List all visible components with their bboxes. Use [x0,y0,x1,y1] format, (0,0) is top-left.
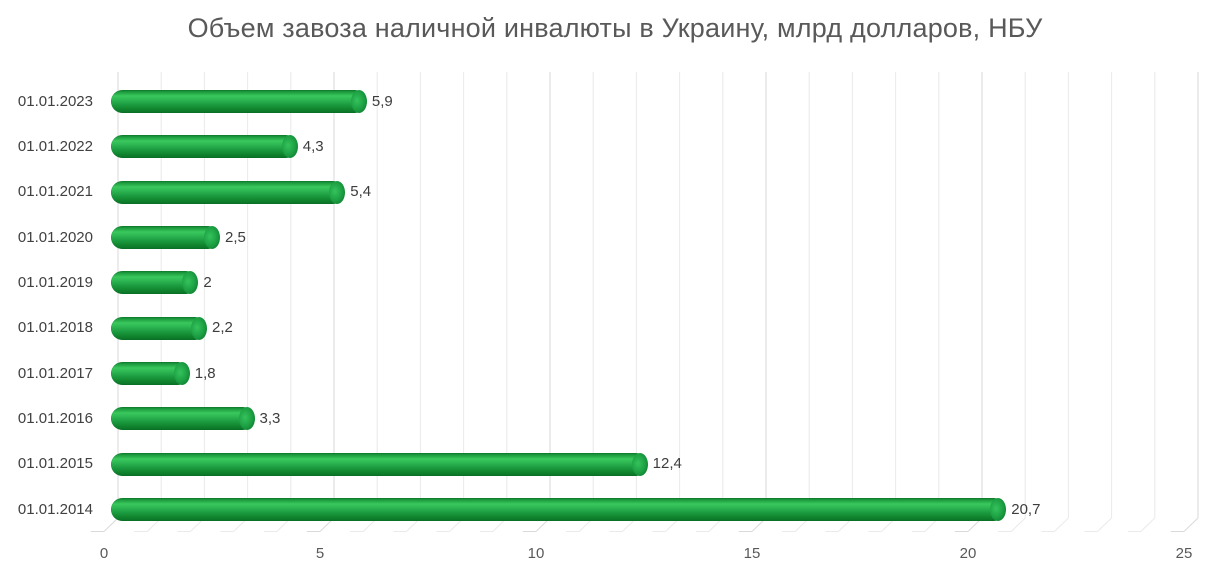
value-label: 5,9 [371,92,393,110]
category-label: 01.01.2020 [17,228,93,246]
gridline [1010,517,1026,532]
category-label: 01.01.2023 [17,92,93,110]
bar [111,90,367,113]
category-label: 01.01.2018 [17,319,93,337]
gridline [1054,517,1069,532]
x-tick-label: 20 [959,545,977,562]
value-label: 2 [203,273,212,291]
bar [111,135,298,159]
category-label: 01.01.2015 [17,455,93,473]
gridline [1140,517,1156,532]
bar [111,226,220,250]
bar [111,180,346,204]
bar [111,498,1007,522]
value-label: 2,2 [212,319,233,337]
category-label: 01.01.2016 [17,409,93,427]
value-label: 12,4 [652,455,682,473]
x-tick-label: 25 [1175,545,1193,562]
bar [111,362,190,386]
gridline [1183,517,1199,532]
gridline [1097,517,1112,532]
value-label: 5,4 [350,183,372,201]
category-label: 01.01.2022 [17,137,93,155]
value-label: 20,7 [1011,500,1041,518]
value-label: 2,5 [225,228,246,246]
x-tick-label: 10 [527,545,545,562]
gridline [103,517,119,532]
x-tick-label: 0 [99,545,109,562]
x-tick-label: 5 [315,545,325,562]
category-label: 01.01.2021 [17,183,93,201]
category-label: 01.01.2019 [17,273,93,291]
category-label: 01.01.2014 [17,500,93,518]
bar [111,407,255,431]
bar [111,316,208,340]
category-label: 01.01.2017 [17,364,93,382]
chart-title: Объем завоза наличной инвалюты в Украину… [187,13,1043,43]
value-label: 4,3 [302,137,324,155]
bar [111,271,199,295]
value-label: 1,8 [194,364,216,382]
x-tick-label: 15 [743,545,761,562]
bar [111,452,648,476]
value-label: 3,3 [259,409,281,427]
